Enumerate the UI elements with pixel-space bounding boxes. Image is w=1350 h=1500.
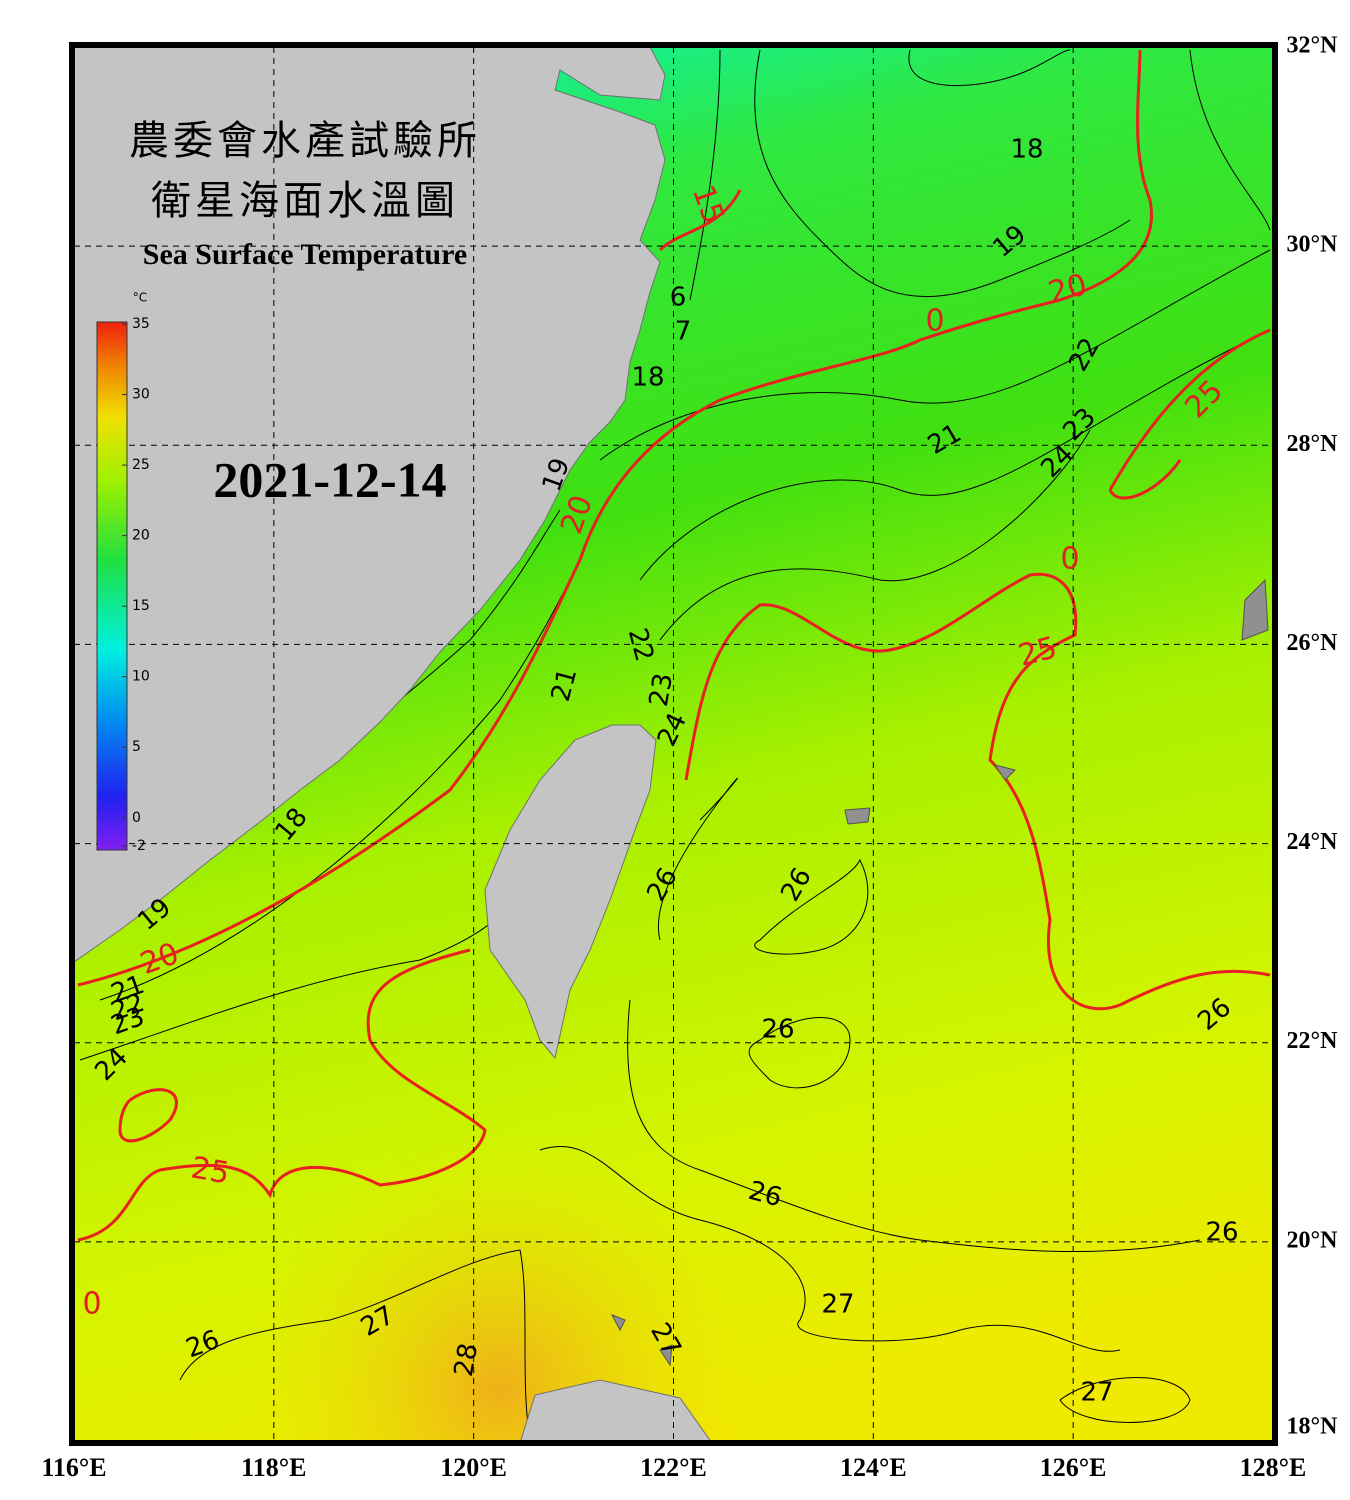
- isotherm-major: [1108, 328, 1271, 500]
- title-line: 衛星海面水溫圖: [151, 178, 459, 223]
- isotherm: [179, 1249, 531, 1441]
- isotherms: [79, 49, 1271, 1441]
- islands: [610, 578, 1269, 1367]
- map-area: 18 19 20 15 6 7 18 19 20 21 22 23 24 25 …: [74, 47, 1273, 1441]
- isotherm: [754, 858, 869, 955]
- luzon: [520, 1379, 712, 1441]
- contour-label: 18: [1010, 135, 1043, 165]
- contour-label: 7: [675, 317, 692, 347]
- contour-label: 0: [82, 1287, 101, 1322]
- island: [993, 764, 1016, 781]
- colorbar-tick-label: 20: [132, 528, 150, 544]
- colorbar: °C 35 30 25 20 15 10 5 0 -2: [96, 291, 150, 854]
- isotherm-major: [684, 572, 1271, 1011]
- colorbar-tick-label: 10: [132, 669, 150, 685]
- isotherm: [754, 49, 1131, 297]
- isotherm: [599, 249, 1271, 461]
- lat-label: 24°N: [1287, 829, 1339, 855]
- isotherm: [539, 1145, 1121, 1352]
- colorbar-tick-label: 15: [132, 598, 150, 614]
- contour-label: 27: [1080, 1378, 1113, 1408]
- lon-label: 124°E: [840, 1453, 907, 1482]
- lat-label: 30°N: [1287, 232, 1339, 258]
- title-line: 農委會水產試驗所: [129, 118, 481, 163]
- isotherms-major: [77, 49, 1271, 1242]
- graticule: [74, 47, 1273, 1441]
- lat-label: 28°N: [1287, 431, 1339, 457]
- isotherm-major: [77, 49, 1153, 987]
- colorbar-unit: °C: [133, 291, 147, 305]
- taiwan: [484, 724, 657, 1060]
- colorbar-tick-label: 25: [132, 457, 150, 473]
- contour-label: 27: [821, 1290, 854, 1320]
- mainland: [74, 47, 666, 963]
- isotherm: [748, 1017, 851, 1089]
- island: [844, 807, 871, 825]
- isotherm-major: [77, 948, 487, 1242]
- lat-label: 22°N: [1287, 1028, 1339, 1054]
- island: [659, 1344, 673, 1367]
- lon-label: 126°E: [1040, 1453, 1107, 1482]
- lat-label: 32°N: [1287, 33, 1339, 59]
- isotherm-major: [118, 1088, 178, 1143]
- colorbar-tick-label: 30: [132, 387, 150, 403]
- lat-label: 20°N: [1287, 1227, 1339, 1253]
- colorbar-tick-label: -2: [132, 838, 146, 854]
- colorbar-tick-label: 35: [132, 316, 150, 332]
- lon-label: 118°E: [241, 1453, 306, 1482]
- contour-label: 18: [631, 363, 664, 393]
- contour-label: 6: [670, 283, 687, 313]
- island: [610, 1314, 626, 1332]
- isotherm: [639, 329, 1271, 581]
- contour-label: 23: [644, 671, 679, 709]
- isotherm: [908, 49, 1071, 87]
- colorbar-tick-label: 5: [132, 739, 141, 755]
- lon-label: 116°E: [41, 1453, 106, 1482]
- isotherm-major: [658, 189, 742, 252]
- map-frame: [69, 42, 1278, 1446]
- lat-label: 18°N: [1287, 1414, 1339, 1440]
- isotherm: [1189, 49, 1271, 231]
- lon-label: 120°E: [440, 1453, 507, 1482]
- isotherm: [689, 49, 721, 301]
- colorbar-tick-label: 0: [132, 810, 141, 826]
- axis-labels: 116°E 118°E 120°E 122°E 124°E 126°E 128°E 32°N 3…: [41, 33, 1338, 1482]
- lat-label: 26°N: [1287, 630, 1339, 656]
- isotherm: [658, 777, 738, 941]
- date: 2021-12-14: [213, 451, 446, 507]
- isotherm: [1059, 1377, 1191, 1423]
- isotherm: [627, 999, 1201, 1253]
- contour-label: 0: [1060, 542, 1079, 577]
- lon-label: 128°E: [1240, 1453, 1307, 1482]
- lon-label: 122°E: [640, 1453, 707, 1482]
- colorbar-ramp: [96, 321, 128, 851]
- contour-label: 25: [188, 1150, 232, 1191]
- contour-label: 0: [925, 304, 944, 339]
- contour-label: 26: [1205, 1218, 1238, 1248]
- isotherm: [99, 559, 581, 1001]
- contour-label: 26: [761, 1015, 794, 1045]
- isotherm: [659, 429, 1091, 641]
- island: [1241, 578, 1269, 641]
- subtitle: Sea Surface Temperature: [143, 238, 467, 271]
- contour-label: 28: [449, 1341, 484, 1379]
